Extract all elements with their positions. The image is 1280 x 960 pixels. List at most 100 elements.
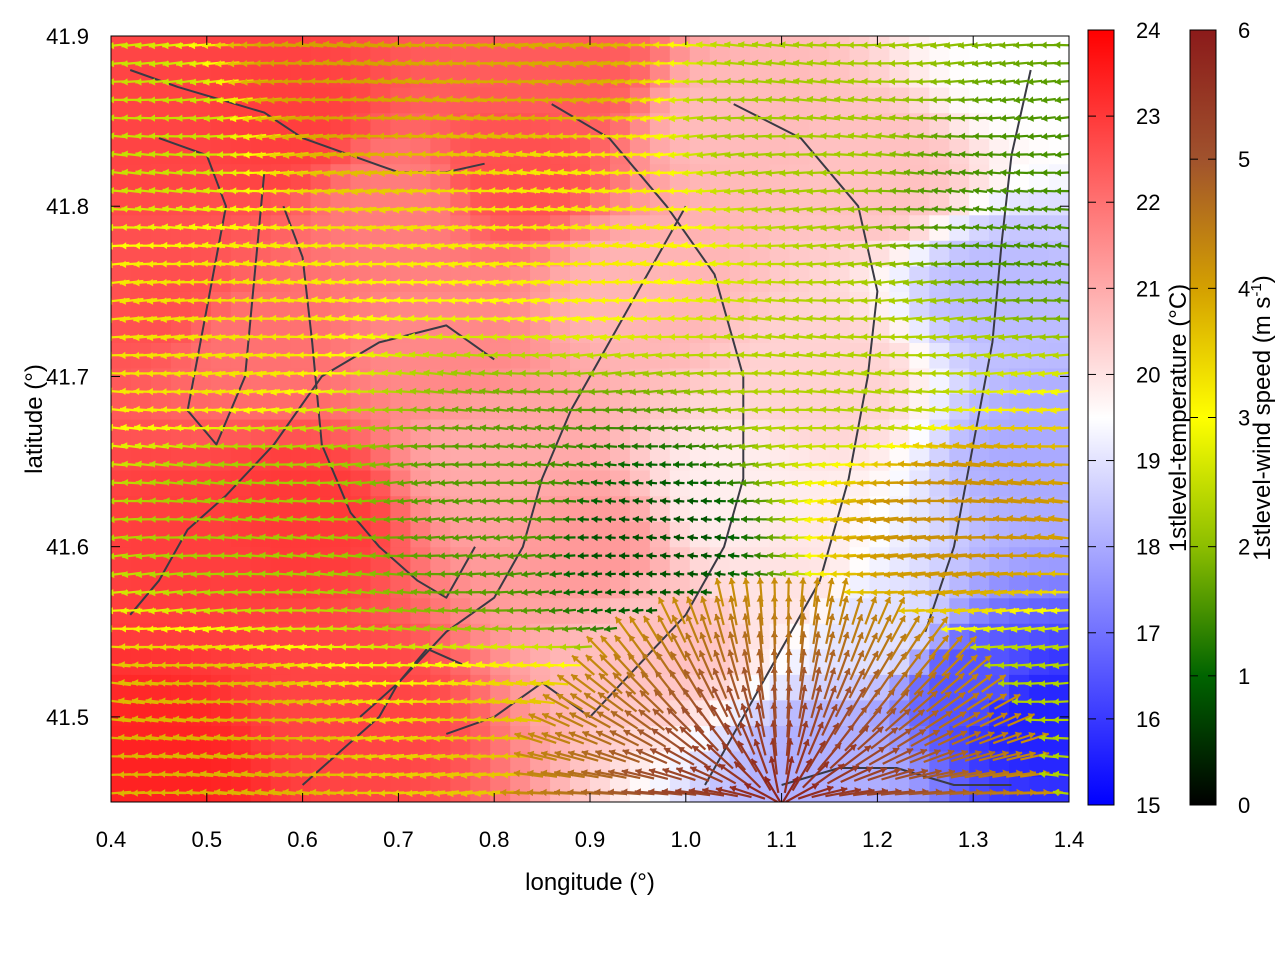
heatmap-cell (111, 776, 132, 802)
heatmap-cell (250, 36, 272, 63)
heatmap-cell (310, 623, 332, 650)
heatmap-cell (949, 265, 970, 292)
heatmap-cell (150, 419, 172, 446)
heatmap-cell (350, 138, 372, 165)
heatmap-cell (510, 393, 531, 420)
heatmap-cell (190, 776, 212, 802)
heatmap-cell (370, 546, 392, 573)
heatmap-cell (869, 291, 890, 318)
heatmap-cell (789, 291, 811, 318)
heatmap-cell (689, 521, 711, 548)
heatmap-cell (230, 521, 252, 548)
heatmap-cell (610, 419, 631, 446)
x-tick-label: 0.6 (287, 827, 318, 852)
heatmap-cell (949, 776, 970, 802)
heatmap-cell (230, 419, 252, 446)
heatmap-cell (590, 36, 611, 63)
heatmap-cell (530, 265, 551, 292)
heatmap-cell (1049, 521, 1069, 548)
x-tick-label: 0.8 (479, 827, 510, 852)
heatmap-cell (370, 648, 392, 675)
heatmap-cell (330, 36, 352, 63)
heatmap-cell (111, 674, 132, 701)
heatmap-cell (889, 419, 910, 446)
heatmap-cell (929, 419, 950, 446)
heatmap-cell (1049, 36, 1069, 63)
heatmap-cell (250, 61, 272, 88)
heatmap-cell (769, 291, 791, 318)
heatmap-cell (450, 776, 471, 802)
heatmap-cell (150, 163, 172, 190)
heatmap-cell (610, 444, 631, 471)
heatmap-cell (869, 138, 890, 165)
heatmap-cell (310, 36, 332, 63)
heatmap-cell (111, 444, 132, 471)
heatmap-cell (629, 546, 651, 573)
heatmap-cell (789, 36, 811, 63)
heatmap-cell (170, 393, 192, 420)
heatmap-cell (450, 444, 471, 471)
heatmap-cell (769, 138, 791, 165)
heatmap-cell (929, 521, 950, 548)
heatmap-cell (590, 291, 611, 318)
heatmap-cell (1029, 419, 1050, 446)
heatmap-cell (390, 495, 411, 522)
heatmap-cell (470, 36, 491, 63)
heatmap-cell (230, 138, 252, 165)
heatmap-cell (370, 674, 392, 701)
heatmap-cell (370, 138, 392, 165)
heatmap-cell (769, 419, 791, 446)
heatmap-cell (769, 61, 791, 88)
heatmap-cell (470, 291, 491, 318)
heatmap-cell (709, 648, 731, 675)
heatmap-cell (610, 572, 631, 599)
heatmap-cell (450, 419, 471, 446)
heatmap-cell (350, 648, 372, 675)
heatmap-cell (270, 521, 292, 548)
heatmap-cell (669, 36, 691, 63)
heatmap-cell (410, 521, 431, 548)
heatmap-cell (170, 291, 192, 318)
heatmap-cell (969, 189, 990, 216)
heatmap-cell (590, 444, 611, 471)
heatmap-cell (210, 648, 232, 675)
y-tick-label: 41.6 (46, 535, 89, 560)
heatmap-cell (689, 470, 711, 497)
heatmap-cell (170, 265, 192, 292)
heatmap-cell (570, 776, 591, 802)
heatmap-cell (829, 444, 851, 471)
heatmap-cell (230, 546, 252, 573)
heatmap-cell (410, 546, 431, 573)
heatmap-cell (1049, 750, 1069, 777)
heatmap-cell (350, 265, 372, 292)
heatmap-cell (969, 419, 990, 446)
heatmap-cell (550, 776, 571, 802)
heatmap-cell (410, 265, 431, 292)
heatmap-cell (1009, 648, 1030, 675)
heatmap-cell (310, 776, 332, 802)
heatmap-cell (1029, 546, 1050, 573)
heatmap-cell (689, 725, 711, 752)
heatmap-cell (949, 699, 970, 726)
colorbar-tick-label: 24 (1136, 18, 1160, 43)
x-tick-label: 1.0 (671, 827, 702, 852)
heatmap-cell (290, 138, 312, 165)
heatmap-cell (889, 138, 910, 165)
heatmap-cell (570, 419, 591, 446)
heatmap-cell (829, 546, 851, 573)
heatmap-cell (131, 776, 152, 802)
heatmap-cell (889, 163, 910, 190)
heatmap-cell (729, 367, 751, 394)
heatmap-cell (590, 546, 611, 573)
heatmap-cell (510, 495, 531, 522)
heatmap-cell (829, 316, 851, 343)
heatmap-cell (889, 776, 910, 802)
heatmap-cell (530, 648, 551, 675)
heatmap-cell (949, 240, 970, 267)
heatmap-cell (789, 316, 811, 343)
heatmap-cell (1049, 546, 1069, 573)
heatmap-cell (689, 291, 711, 318)
heatmap-cell (190, 163, 212, 190)
heatmap-cell (250, 138, 272, 165)
heatmap-cell (949, 112, 970, 139)
